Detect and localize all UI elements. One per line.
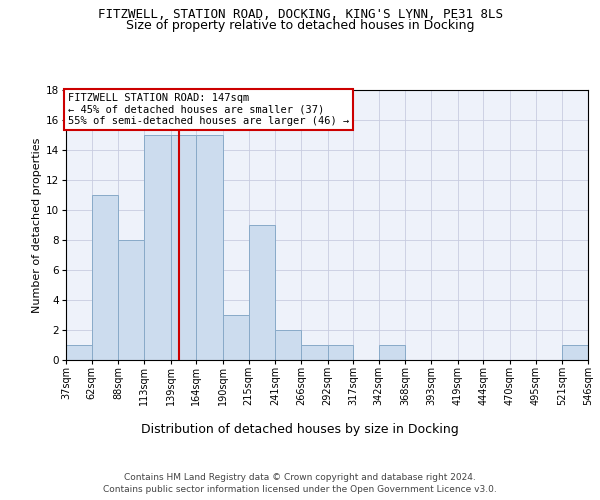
Bar [275,330,301,360]
Bar [66,345,92,360]
Bar [379,345,406,360]
Text: Contains HM Land Registry data © Crown copyright and database right 2024.: Contains HM Land Registry data © Crown c… [124,472,476,482]
Text: FITZWELL, STATION ROAD, DOCKING, KING'S LYNN, PE31 8LS: FITZWELL, STATION ROAD, DOCKING, KING'S … [97,8,503,20]
Bar [144,135,170,360]
Text: Distribution of detached houses by size in Docking: Distribution of detached houses by size … [141,422,459,436]
Bar [223,315,248,360]
Bar [328,345,353,360]
Bar [170,135,196,360]
Bar [92,195,118,360]
Bar [196,135,223,360]
Bar [562,345,588,360]
Text: FITZWELL STATION ROAD: 147sqm
← 45% of detached houses are smaller (37)
55% of s: FITZWELL STATION ROAD: 147sqm ← 45% of d… [68,93,349,126]
Y-axis label: Number of detached properties: Number of detached properties [32,138,41,312]
Bar [248,225,275,360]
Text: Size of property relative to detached houses in Docking: Size of property relative to detached ho… [126,18,474,32]
Bar [118,240,144,360]
Text: Contains public sector information licensed under the Open Government Licence v3: Contains public sector information licen… [103,485,497,494]
Bar [301,345,328,360]
